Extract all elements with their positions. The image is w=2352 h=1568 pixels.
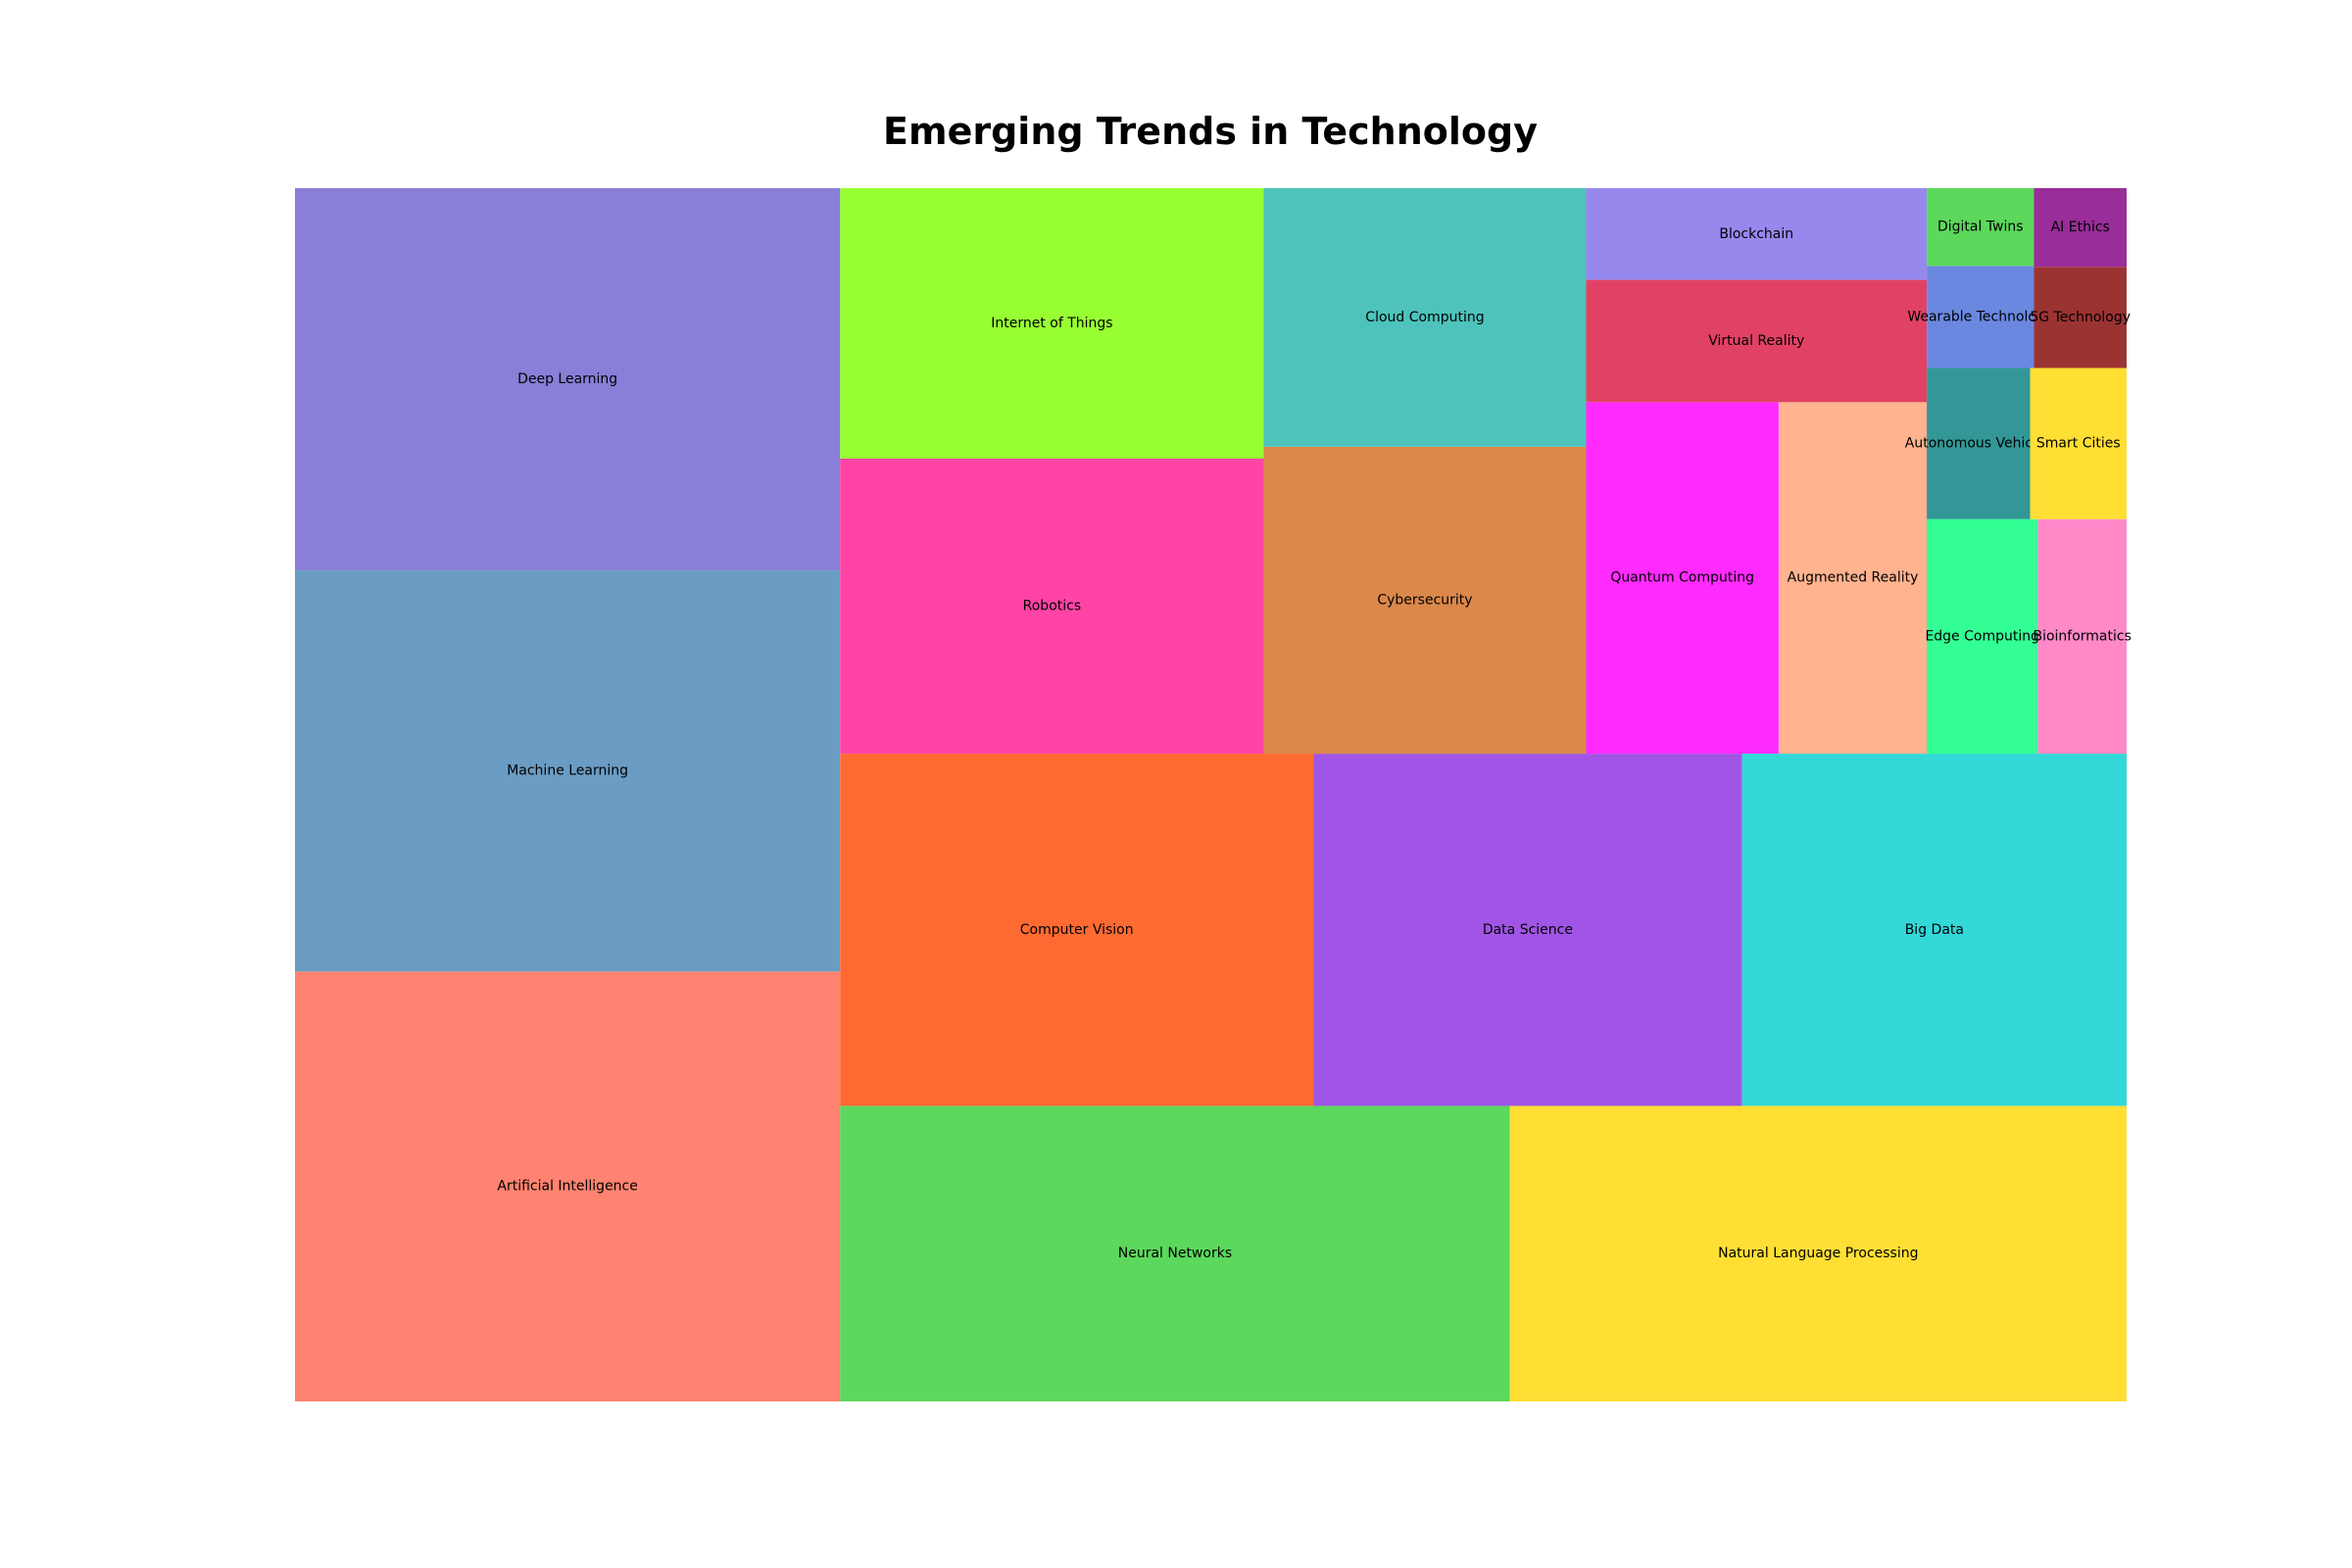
treemap-cell-internet-of-things: [840, 188, 1264, 459]
treemap-label-computer-vision: Computer Vision: [1020, 922, 1134, 938]
treemap-cell-autonomous-vehicles: [1927, 368, 2031, 519]
treemap-label-augmented-reality: Augmented Reality: [1788, 570, 1919, 586]
treemap-cell-5g-technology: [2034, 267, 2127, 368]
treemap-cell-quantum-computing: [1586, 402, 1779, 755]
treemap-cell-machine-learning: [295, 569, 841, 972]
treemap-label-smart-cities: Smart Cities: [2036, 436, 2121, 452]
treemap-label-deep-learning: Deep Learning: [517, 371, 617, 387]
treemap-label-5g-technology: 5G Technology: [2030, 310, 2131, 325]
treemap-label-big-data: Big Data: [1905, 922, 1964, 938]
treemap-cell-smart-cities: [2030, 368, 2127, 519]
treemap-label-bioinformatics: Bioinformatics: [2033, 628, 2131, 644]
treemap-label-edge-computing: Edge Computing: [1925, 628, 2039, 644]
treemap-label-artificial-intelligence: Artificial Intelligence: [497, 1179, 638, 1195]
treemap-cell-edge-computing: [1927, 518, 2038, 755]
treemap-cell-bioinformatics: [2037, 518, 2127, 755]
treemap-cell-virtual-reality: [1586, 279, 1928, 403]
treemap-label-robotics: Robotics: [1023, 599, 1082, 614]
treemap-label-cybersecurity: Cybersecurity: [1377, 592, 1472, 608]
treemap-label-virtual-reality: Virtual Reality: [1708, 333, 1804, 349]
treemap-cell-artificial-intelligence: [295, 971, 841, 1401]
treemap-cell-natural-language-processing: [1509, 1105, 2127, 1401]
treemap-label-ai-ethics: AI Ethics: [2051, 220, 2110, 235]
treemap-cell-cybersecurity: [1263, 446, 1587, 755]
treemap-cell-computer-vision: [840, 754, 1314, 1106]
treemap-label-blockchain: Blockchain: [1719, 226, 1793, 242]
treemap-label-natural-language-processing: Natural Language Processing: [1718, 1246, 1918, 1261]
treemap-cell-big-data: [1741, 754, 2127, 1106]
treemap-label-digital-twins: Digital Twins: [1937, 220, 2024, 235]
treemap-cell-ai-ethics: [2034, 188, 2127, 268]
treemap-label-wearable-technology: Wearable Technology: [1907, 309, 2053, 324]
treemap-label-data-science: Data Science: [1483, 922, 1573, 938]
treemap-cell-augmented-reality: [1778, 402, 1928, 755]
treemap-label-internet-of-things: Internet of Things: [991, 316, 1112, 331]
chart-title: Emerging Trends in Technology: [883, 110, 1538, 153]
treemap-cell-wearable-technology: [1927, 266, 2034, 368]
treemap-cell-neural-networks: [840, 1105, 1510, 1401]
treemap-cell-blockchain: [1586, 188, 1928, 280]
treemap-label-cloud-computing: Cloud Computing: [1365, 310, 1484, 325]
treemap-label-neural-networks: Neural Networks: [1118, 1246, 1232, 1261]
treemap-label-autonomous-vehicles: Autonomous Vehicles: [1905, 436, 2052, 452]
treemap-cell-deep-learning: [295, 188, 841, 570]
treemap-label-quantum-computing: Quantum Computing: [1610, 570, 1754, 586]
treemap-cell-robotics: [840, 458, 1264, 755]
treemap-cell-digital-twins: [1927, 188, 2034, 267]
treemap-label-machine-learning: Machine Learning: [507, 763, 628, 779]
treemap-cell-data-science: [1313, 754, 1742, 1106]
treemap-cell-cloud-computing: [1263, 188, 1587, 447]
